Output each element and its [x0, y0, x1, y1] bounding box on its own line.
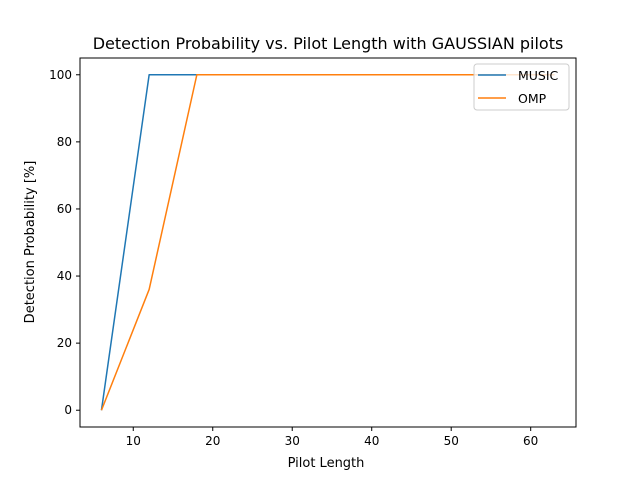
x-axis-label: Pilot Length	[288, 456, 365, 471]
y-tick-label: 20	[57, 336, 72, 350]
legend-label-music: MUSIC	[518, 68, 559, 83]
legend-label-omp: OMP	[518, 91, 547, 106]
y-tick-label: 40	[57, 269, 72, 283]
y-tick-label: 100	[49, 68, 72, 82]
y-tick-label: 80	[57, 135, 72, 149]
y-tick-label: 60	[57, 202, 72, 216]
x-tick-label: 20	[205, 434, 220, 448]
x-tick-label: 10	[126, 434, 141, 448]
y-axis: 0 20 40 60 80 100	[49, 68, 80, 417]
x-tick-label: 30	[285, 434, 300, 448]
y-axis-label: Detection Probability [%]	[23, 161, 38, 324]
chart-title: Detection Probability vs. Pilot Length w…	[93, 34, 564, 53]
x-tick-label: 60	[523, 434, 538, 448]
x-axis: 10 20 30 40 50 60	[126, 427, 538, 448]
y-tick-label: 0	[64, 403, 72, 417]
x-tick-label: 50	[444, 434, 459, 448]
legend: MUSIC OMP	[473, 63, 570, 111]
plot-frame	[79, 57, 577, 428]
x-tick-label: 40	[364, 434, 379, 448]
